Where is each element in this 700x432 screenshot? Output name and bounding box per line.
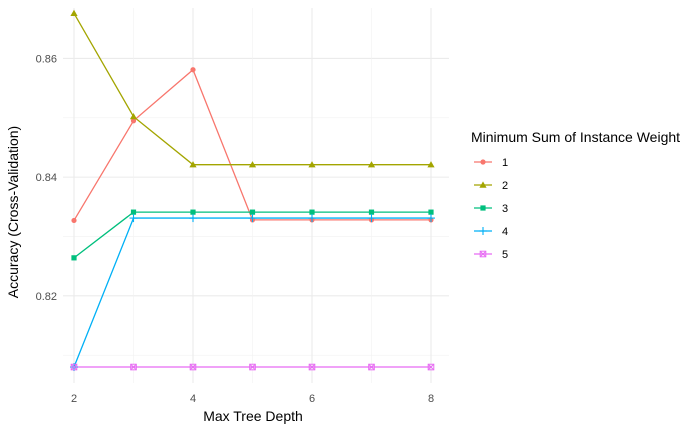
legend-key-marker [479,227,487,235]
grid-lines [63,8,449,383]
data-point-series-2 [248,161,257,168]
y-tick-label: 0.84 [36,172,57,184]
legend-key-marker [479,250,487,258]
legend-label: 2 [502,180,508,192]
data-point-series-2 [70,9,78,17]
data-point-series-5 [249,363,256,371]
data-point-series-4 [129,214,138,223]
legend-key-marker [480,205,486,211]
y-tick-label: 0.86 [36,53,57,65]
data-point-series-4 [427,214,435,223]
data-point-series-4 [248,214,257,223]
data-point-series-5 [130,363,137,371]
data-point-series-3 [190,209,196,215]
legend-key-marker [479,181,487,188]
legend-title: Minimum Sum of Instance Weight [471,129,680,145]
data-point-series-4 [367,214,376,223]
legend-item-2: 2 [474,180,508,192]
data-point-series-3 [130,209,137,215]
data-point-series-1 [190,67,196,73]
data-point-series-5 [189,363,197,371]
legend-label: 5 [502,249,508,261]
data-point-series-3 [249,209,256,215]
legend-item-4: 4 [474,226,508,238]
legend-item-1: 1 [474,157,508,169]
x-tick-label: 8 [428,393,434,405]
legend-label: 4 [502,226,508,238]
data-point-series-4 [189,214,197,223]
legend: Minimum Sum of Instance Weight 1 2 3 4 5 [471,129,680,261]
legend-label: 1 [502,157,508,169]
x-tick-label: 2 [71,393,77,405]
data-point-series-3 [428,209,434,215]
data-point-series-5 [427,363,435,371]
legend-key-marker [480,159,486,165]
data-point-series-1 [71,217,77,224]
series-points [70,9,435,372]
legend-item-5: 5 [474,249,508,261]
y-tick-labels: 0.82 0.84 0.86 [36,53,57,302]
data-point-series-4 [308,214,316,223]
data-point-series-3 [309,209,315,215]
data-point-series-2 [129,113,138,120]
data-point-series-2 [367,161,376,168]
data-point-series-3 [368,209,375,215]
y-axis-title: Accuracy (Cross-Validation) [5,126,21,298]
data-point-series-2 [308,161,316,168]
data-point-series-5 [368,363,375,371]
x-axis-title: Max Tree Depth [203,408,303,424]
y-tick-label: 0.82 [36,291,57,303]
legend-item-3: 3 [474,203,508,215]
x-tick-label: 6 [309,393,315,405]
data-point-series-5 [308,363,316,371]
legend-label: 3 [502,203,508,215]
x-tick-labels: 2 4 6 8 [71,393,434,405]
data-point-series-1 [130,118,137,124]
data-point-series-2 [189,161,197,168]
x-tick-label: 4 [190,393,196,405]
data-point-series-2 [427,161,435,168]
data-point-series-3 [71,255,77,261]
data-point-series-5 [70,363,78,371]
